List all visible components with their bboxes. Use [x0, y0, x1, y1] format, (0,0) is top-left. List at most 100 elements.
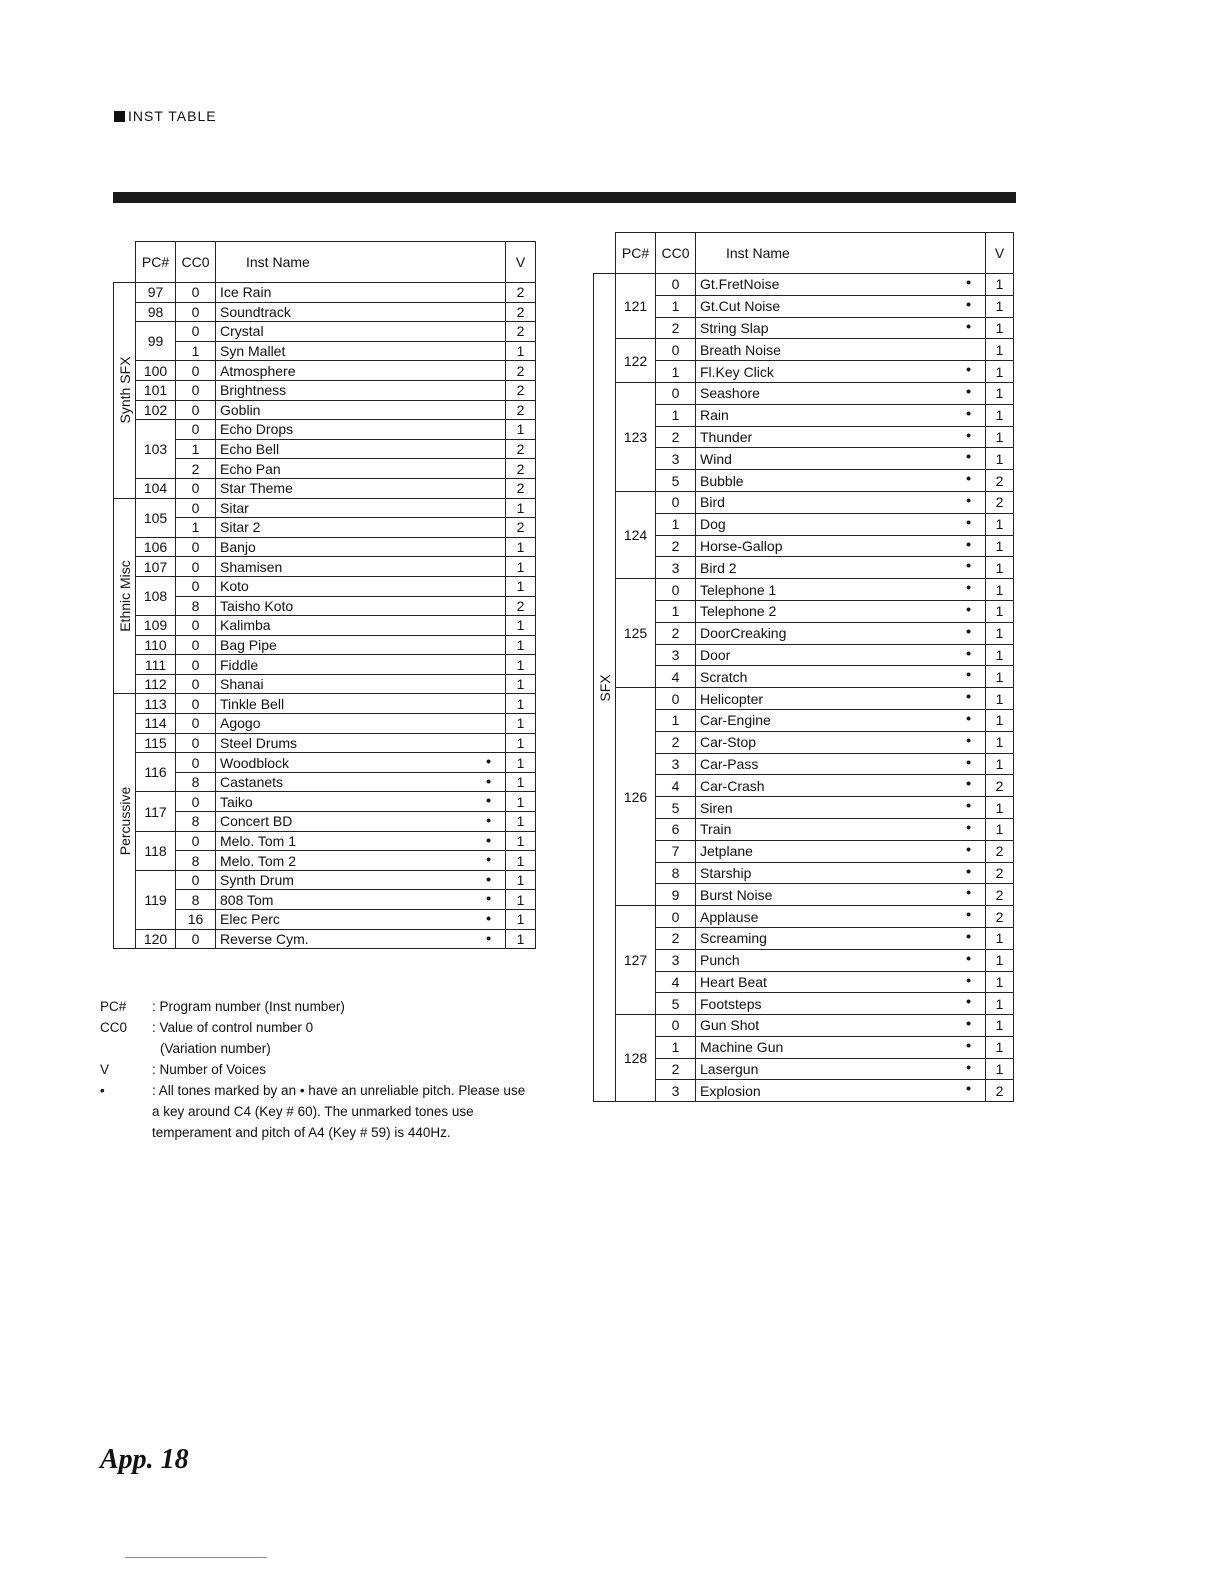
cc0-value: 2 [175, 458, 216, 479]
program-number: 97 [135, 282, 176, 303]
inst-name: Lasergun • [695, 1057, 986, 1081]
unreliable-pitch-dot-icon: • [966, 535, 971, 552]
table-row: 1 Car-Engine • 1 [594, 708, 1014, 732]
inst-name-text: Gt.Cut Noise [700, 298, 781, 315]
cc0-value: 3 [655, 556, 696, 580]
inst-name: Car-Stop • [695, 730, 986, 754]
cc0-value: 9 [655, 883, 696, 907]
cc0-value: 0 [655, 1014, 696, 1037]
inst-name-text: Crystal [220, 323, 264, 340]
program-number: 104 [135, 477, 176, 499]
program-number: 107 [135, 556, 176, 577]
table-row: 16 Elec Perc • 1 [114, 909, 536, 930]
program-number: 103 [135, 419, 176, 479]
cc0-value: 0 [655, 273, 696, 296]
unreliable-pitch-dot-icon: • [966, 709, 971, 726]
cc0-value: 4 [655, 970, 696, 994]
program-number: 120 [135, 928, 176, 950]
cc0-value: 2 [655, 1057, 696, 1081]
program-number: 108 [135, 575, 176, 617]
inst-name-text: Starship [700, 864, 752, 881]
program-number: 122 [615, 338, 656, 383]
program-number: 121 [615, 272, 656, 340]
unreliable-pitch-dot-icon: • [966, 448, 971, 465]
column-header-name: Inst Name [695, 232, 986, 274]
header-row: PC# CC0 Inst Name V [594, 232, 1014, 274]
inst-name-text: Gun Shot [700, 1017, 760, 1034]
program-number: 126 [615, 687, 656, 907]
inst-name: Star Theme [215, 477, 506, 499]
program-number: 109 [135, 615, 176, 636]
cc0-value: 0 [175, 379, 216, 401]
cc0-value: 0 [175, 477, 216, 499]
voices-value: 1 [505, 340, 536, 362]
voices-value: 1 [985, 447, 1014, 471]
voices-value: 1 [985, 512, 1014, 536]
table-row: 100 0 Atmosphere 2 [114, 360, 536, 381]
voices-value: 1 [985, 599, 1014, 623]
inst-name: Footsteps • [695, 992, 986, 1016]
voices-value: 1 [985, 687, 1014, 710]
column-header-v: V [985, 232, 1014, 274]
voices-value: 1 [505, 771, 536, 793]
cc0-value: 3 [655, 1079, 696, 1103]
inst-name-text: Syn Mallet [220, 343, 286, 360]
inst-name: Bird • [695, 490, 986, 514]
voices-value: 1 [505, 850, 536, 871]
inst-name: Siren • [695, 796, 986, 819]
voices-value: 1 [505, 752, 536, 773]
inst-name: Taisho Koto [215, 595, 506, 617]
table-row: 1 Telephone 2 • 1 [594, 599, 1014, 623]
cc0-value: 4 [655, 665, 696, 689]
table-row: Percussive 113 0 Tinkle Bell 1 [113, 693, 536, 950]
program-number: 98 [135, 301, 176, 323]
cc0-value: 5 [655, 992, 696, 1016]
voices-value: 2 [985, 905, 1014, 928]
group-header-blank [594, 233, 616, 274]
voices-value: 1 [985, 992, 1014, 1016]
program-number: 105 [135, 497, 176, 538]
inst-name: Koto [215, 575, 506, 597]
cc0-value: 1 [655, 512, 696, 536]
inst-name-text: Horse-Gallop [700, 537, 783, 554]
table-row: 126 0 Helicopter • 1 [594, 687, 1014, 907]
program-number: 125 [615, 578, 656, 689]
inst-name: Taiko • [215, 791, 506, 813]
unreliable-pitch-dot-icon: • [486, 910, 491, 926]
inst-name: Rain • [695, 403, 986, 427]
cc0-value: 0 [175, 693, 216, 715]
table-row: Ethnic Misc 105 0 Sitar 1 [113, 497, 536, 695]
cc0-value: 1 [655, 1035, 696, 1059]
inst-name-text: Wind [700, 450, 732, 467]
table-row: 4 Scratch • 1 [594, 665, 1014, 689]
inst-name: Melo. Tom 2 • [215, 850, 506, 871]
cc0-value: 3 [655, 752, 696, 776]
unreliable-pitch-dot-icon: • [966, 491, 971, 508]
inst-name-text: Echo Bell [220, 441, 280, 458]
voices-value: 1 [505, 811, 536, 832]
table-row: 1 Dog • 1 [594, 512, 1014, 536]
unreliable-pitch-dot-icon: • [966, 1058, 971, 1075]
program-number: 119 [135, 869, 176, 930]
cc0-value: 1 [175, 517, 216, 538]
cc0-value: 2 [655, 425, 696, 449]
voices-value: 1 [985, 316, 1014, 340]
inst-name-text: Dog [700, 516, 726, 533]
inst-name: Screaming • [695, 926, 986, 950]
inst-name: Goblin [215, 399, 506, 421]
inst-name-text: Soundtrack [220, 303, 291, 320]
voices-value: 2 [505, 301, 536, 323]
inst-name: Starship • [695, 861, 986, 885]
inst-name-text: Concert BD [220, 813, 293, 830]
unreliable-pitch-dot-icon: • [966, 753, 971, 770]
unreliable-pitch-dot-icon: • [966, 382, 971, 399]
unreliable-pitch-dot-icon: • [966, 579, 971, 596]
voices-value: 2 [505, 321, 536, 342]
inst-name: Agogo [215, 713, 506, 734]
table-row: 4 Heart Beat • 1 [594, 970, 1014, 994]
column-header-v: V [505, 241, 536, 283]
unreliable-pitch-dot-icon: • [966, 600, 971, 617]
voices-value: 1 [985, 948, 1014, 972]
unreliable-pitch-dot-icon: • [486, 831, 491, 848]
